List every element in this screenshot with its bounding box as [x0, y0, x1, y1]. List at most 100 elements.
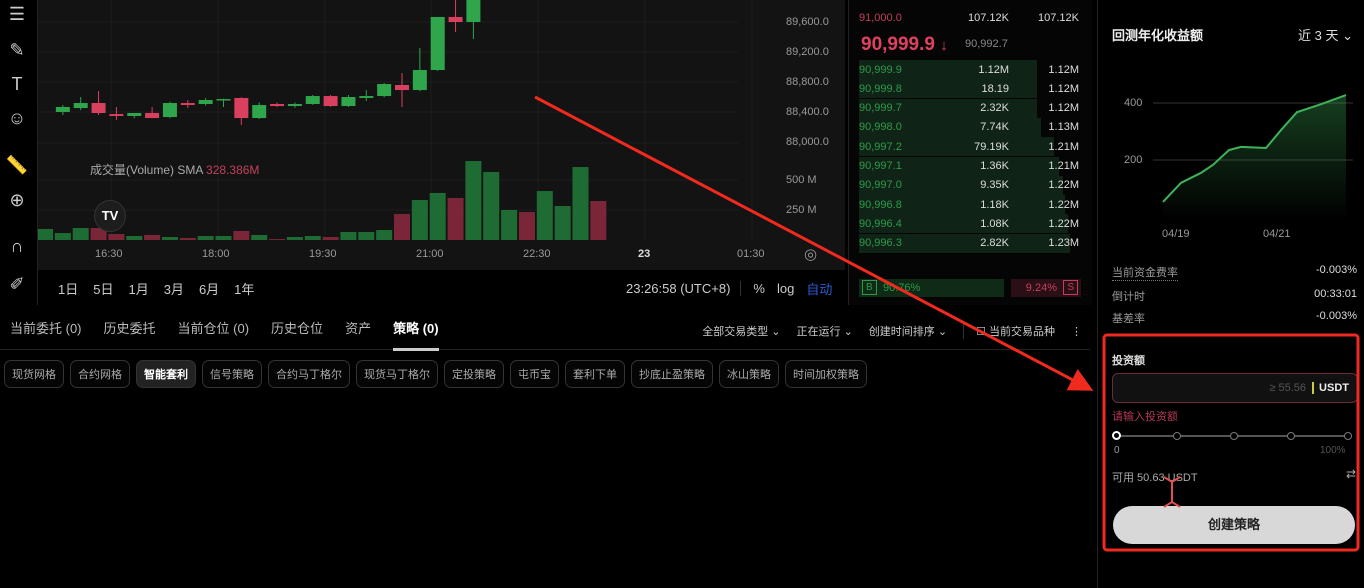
tab-assets[interactable]: 资产 [345, 320, 372, 336]
strategy-chip[interactable]: 智能套利 [136, 360, 196, 388]
time-tick: 22:30 [523, 248, 551, 260]
strategy-chip[interactable]: 合约网格 [70, 360, 130, 388]
slider-mark[interactable] [1230, 432, 1238, 440]
transfer-icon[interactable]: ⇄ [1346, 467, 1357, 481]
volume-bar [501, 210, 518, 240]
bid-amount: 79.19K [974, 140, 1009, 153]
order-book: 91,000.0 107.12K 107.12K 90,999.9 ↓ 90,992… [848, 0, 1092, 305]
bid-row[interactable]: 90,997.1 1.36K 1.21M [859, 156, 1081, 176]
volume-bar [572, 167, 589, 240]
invest-amount-input[interactable]: ≥ 55.56 USDT [1112, 373, 1358, 403]
strategy-chip[interactable]: 现货马丁格尔 [356, 360, 438, 388]
slider-mark[interactable] [1287, 432, 1295, 440]
bid-row[interactable]: 90,999.9 1.12M 1.12M [859, 60, 1081, 79]
bid-amount: 1.18K [980, 198, 1009, 211]
candle-body [145, 112, 160, 119]
text-icon[interactable]: T [11, 74, 23, 94]
equity-x-tick: 04/21 [1263, 228, 1291, 240]
candlestick-plot [38, 0, 753, 240]
tab-strategies[interactable]: 策略 (0) [393, 312, 439, 351]
zoom-in-icon[interactable]: ⊕ [9, 190, 25, 210]
bid-row[interactable]: 90,997.0 9.35K 1.22M [859, 175, 1081, 195]
filter-label: 正在运行 [796, 326, 841, 338]
bid-row[interactable]: 90,996.8 1.18K 1.22M [859, 195, 1081, 215]
last-price: 90,999.9 ↓ [861, 34, 948, 56]
time-tick: 21:00 [416, 248, 444, 260]
candle-body [412, 70, 427, 91]
candle-body [91, 103, 106, 113]
percent-toggle[interactable]: % [753, 281, 765, 296]
ruler-icon[interactable]: 📏 [5, 155, 29, 175]
create-strategy-button[interactable]: 创建策略 [1113, 506, 1355, 544]
price-chart[interactable]: 成交量(Volume) SMA 328.386M TV 89,600.0 89,… [38, 0, 845, 270]
bid-row[interactable]: 90,999.7 2.32K 1.12M [859, 98, 1081, 118]
bid-row[interactable]: 90,996.4 1.08K 1.22M [859, 214, 1081, 234]
bid-row[interactable]: 90,997.2 79.19K 1.21M [859, 137, 1081, 157]
log-toggle[interactable]: log [776, 281, 795, 296]
filter-status[interactable]: 正在运行 ⌄ [796, 326, 853, 338]
buy-ratio-bar [859, 279, 1005, 297]
period-5d[interactable]: 5日 [93, 282, 114, 297]
bid-row[interactable]: 90,996.3 2.82K 1.23M [859, 233, 1081, 253]
multi-line-tool-icon[interactable]: ☰ [8, 4, 26, 24]
candle-body [198, 100, 213, 104]
slider-handle[interactable] [1112, 431, 1121, 440]
tab-order-history[interactable]: 历史委托 [103, 320, 156, 336]
stat-label: 倒计时 [1112, 291, 1145, 303]
filter-trade-type[interactable]: 全部交易类型 ⌄ [702, 326, 781, 338]
current-symbol-checkbox[interactable]: ☐ 当前交易品种 [963, 323, 1055, 339]
strategy-chip[interactable]: 信号策略 [202, 360, 262, 388]
slider-mark[interactable] [1173, 432, 1181, 440]
bid-row[interactable]: 90,999.8 18.19 1.12M [859, 79, 1081, 99]
price-tick: 88,000.0 [786, 136, 829, 148]
lock-pencil-icon[interactable]: ✐ [9, 274, 25, 294]
volume-bar [429, 192, 446, 240]
price-tick: 88,400.0 [786, 106, 829, 118]
tradingview-logo[interactable]: TV [94, 200, 126, 232]
bid-amount: 2.82K [980, 237, 1009, 250]
strategy-chip[interactable]: 套利下单 [565, 360, 625, 388]
tab-open-orders[interactable]: 当前委托 (0) [10, 320, 82, 336]
panel-title: 回测年化收益额 [1112, 28, 1204, 43]
brush-icon[interactable]: ✎ [9, 40, 25, 60]
strategy-chip[interactable]: 合约马丁格尔 [268, 360, 350, 388]
tab-positions[interactable]: 当前仓位 (0) [177, 320, 250, 336]
slider-mark[interactable] [1344, 432, 1352, 440]
equity-area [1163, 95, 1346, 220]
strategy-chip[interactable]: 冰山策略 [719, 360, 779, 388]
period-6m[interactable]: 6月 [198, 282, 220, 297]
bid-row[interactable]: 90,998.0 7.74K 1.13M [859, 117, 1081, 137]
orders-tabs: 当前委托 (0) 历史委托 当前仓位 (0) 历史仓位 资产 策略 (0) 全部… [0, 312, 1090, 351]
period-3m[interactable]: 3月 [163, 282, 184, 297]
period-1m[interactable]: 1月 [128, 282, 149, 297]
range-select[interactable]: 近 3 天 ⌄ [1298, 25, 1353, 44]
period-1y[interactable]: 1年 [234, 282, 255, 297]
volume-bar [554, 206, 571, 240]
buy-sell-ratio: B 90.76% 9.24% S [859, 279, 1081, 297]
candle-body [73, 103, 88, 109]
strategy-chip[interactable]: 现货网格 [4, 360, 64, 388]
more-icon[interactable]: ⋮ [1071, 325, 1082, 338]
volume-bar [38, 228, 53, 240]
period-1d[interactable]: 1日 [58, 282, 79, 297]
bid-price: 90,997.1 [859, 160, 902, 172]
bid-price: 90,996.8 [859, 198, 902, 211]
filter-label: 创建时间排序 [868, 326, 935, 338]
chart-settings-icon[interactable]: ◎ [804, 246, 818, 263]
bid-total: 1.12M [1048, 82, 1079, 95]
strategy-chip[interactable]: 定投策略 [444, 360, 504, 388]
candle-body [448, 16, 463, 22]
candle-body [55, 106, 70, 113]
emoji-icon[interactable]: ☺ [7, 108, 27, 128]
candle-body [216, 99, 231, 101]
filter-sort[interactable]: 创建时间排序 ⌄ [868, 326, 948, 338]
strategy-chip[interactable]: 抄底止盈策略 [631, 360, 713, 388]
ask-row[interactable]: 91,000.0 107.12K 107.12K [859, 8, 1081, 27]
strategy-chip[interactable]: 屯币宝 [510, 360, 559, 388]
tab-position-history[interactable]: 历史仓位 [271, 320, 324, 336]
auto-toggle[interactable]: 自动 [806, 282, 833, 297]
strategy-chip[interactable]: 时间加权策略 [785, 360, 867, 388]
stat-label[interactable]: 当前资金费率 [1112, 264, 1178, 281]
mark-price: 90,992.7 [965, 38, 1008, 50]
magnet-icon[interactable]: ∩ [10, 236, 24, 256]
